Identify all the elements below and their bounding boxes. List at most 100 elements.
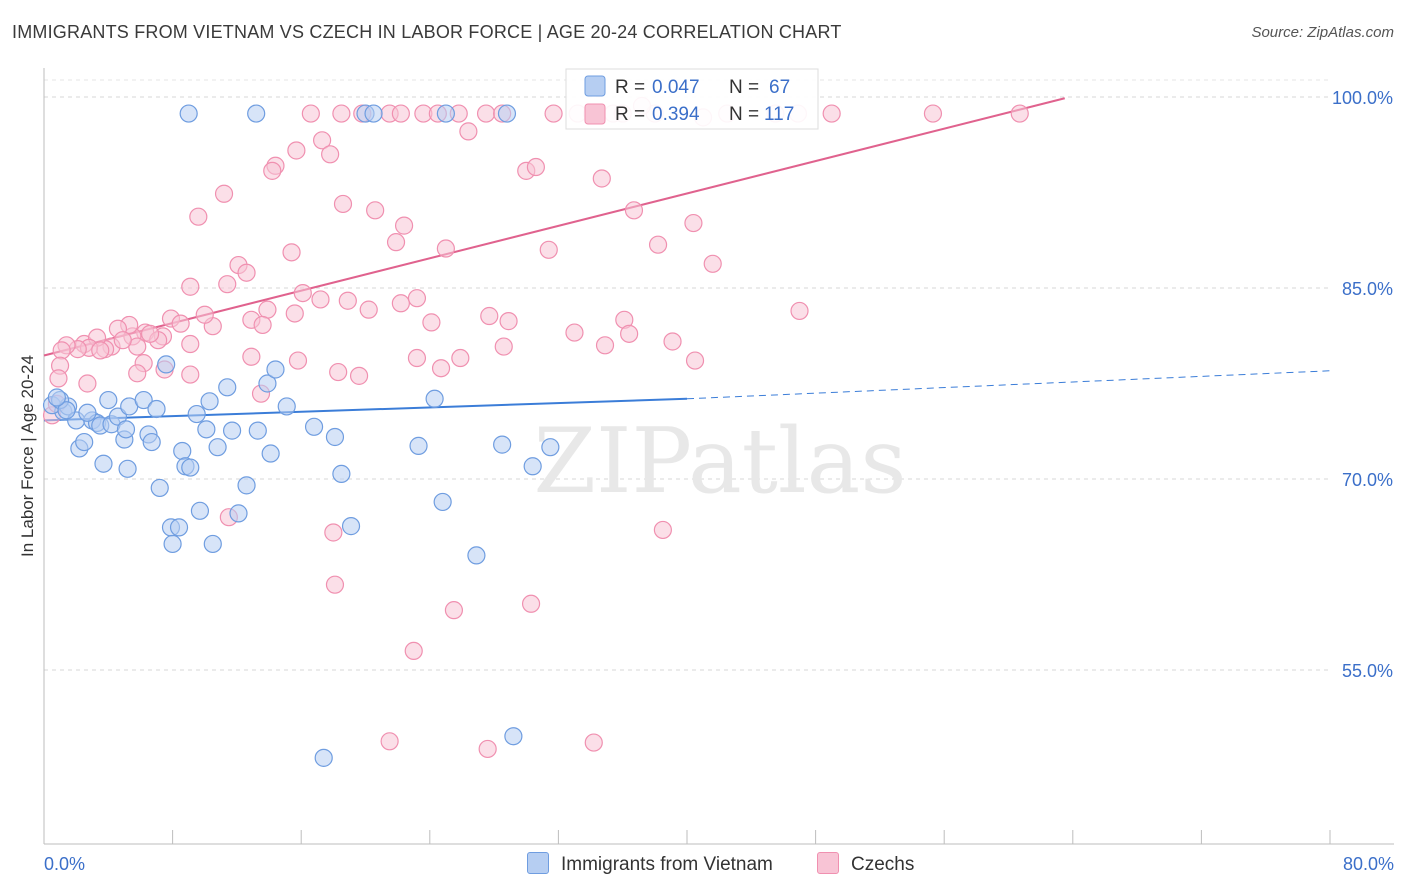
point-vietnam (78, 403, 97, 422)
point-czechs (52, 341, 71, 360)
point-czechs (539, 240, 558, 259)
legend-swatch-czechs (817, 852, 839, 874)
point-vietnam (47, 388, 66, 407)
grid-lines (44, 79, 1330, 671)
point-czechs (293, 283, 312, 303)
source-note: Source: ZipAtlas.com (1251, 24, 1394, 41)
point-vietnam (203, 534, 222, 554)
point-czechs (359, 300, 378, 319)
point-czechs (321, 145, 340, 164)
point-vietnam (134, 390, 153, 410)
point-czechs (338, 291, 357, 310)
point-vietnam (181, 458, 200, 477)
point-vietnam (200, 392, 219, 411)
y-axis-label: In Labor Force | Age 20-24 (18, 355, 37, 557)
point-czechs (349, 366, 369, 385)
point-vietnam (258, 374, 277, 393)
point-vietnam (314, 748, 333, 767)
trend-line-vietnam (43, 397, 688, 422)
stats-r-label: R = (615, 77, 645, 98)
legend-label-vietnam: Immigrants from Vietnam (561, 854, 773, 875)
point-czechs (301, 104, 320, 123)
point-czechs (422, 313, 441, 332)
point-czechs (407, 289, 427, 308)
point-vietnam (187, 404, 206, 424)
point-czechs (311, 290, 330, 309)
point-vietnam (99, 390, 118, 410)
point-vietnam (248, 421, 267, 440)
x-tick-label-min: 0.0% (44, 854, 85, 874)
point-czechs (684, 213, 703, 233)
axes (43, 68, 1394, 845)
point-vietnam (179, 104, 198, 123)
point-czechs (366, 201, 385, 220)
stats-swatch-czechs (584, 103, 606, 125)
point-vietnam (261, 444, 280, 463)
point-czechs (325, 575, 345, 594)
point-vietnam (75, 432, 94, 452)
point-vietnam (277, 397, 296, 416)
stats-r-value: 0.047 (652, 77, 700, 98)
point-czechs (521, 594, 541, 613)
point-vietnam (541, 438, 560, 457)
legend-item-czechs: Czechs (817, 852, 914, 876)
point-czechs (391, 104, 410, 123)
point-czechs (195, 305, 214, 324)
point-czechs (78, 374, 97, 393)
point-czechs (218, 275, 237, 294)
point-vietnam (197, 420, 216, 439)
point-vietnam (222, 421, 242, 440)
point-czechs (171, 314, 190, 333)
point-vietnam (169, 518, 189, 537)
point-vietnam (116, 420, 136, 439)
point-czechs (404, 641, 423, 661)
trend-line-czechs (43, 97, 1066, 357)
point-czechs (459, 122, 478, 141)
point-czechs (494, 337, 513, 356)
y-tick-label: 85.0% (1342, 279, 1393, 299)
point-czechs (620, 324, 639, 343)
point-czechs (288, 351, 308, 370)
point-czechs (592, 169, 611, 188)
legend-item-vietnam: Immigrants from Vietnam (527, 852, 773, 876)
zipatlas-watermark: ZIPatlas (533, 409, 906, 514)
stats-swatch-vietnam (584, 75, 606, 97)
point-czechs (332, 104, 351, 123)
point-czechs (91, 341, 110, 360)
y-tick-labels: 100.0% 85.0% 70.0% 55.0% (1332, 88, 1393, 681)
point-czechs (703, 254, 722, 273)
point-czechs (478, 739, 497, 759)
point-czechs (253, 315, 272, 335)
point-czechs (663, 332, 682, 351)
point-vietnam (523, 457, 542, 476)
trend-lines (43, 97, 1331, 422)
point-vietnam (142, 432, 161, 452)
x-tick-label-max: 80.0% (1343, 854, 1394, 874)
point-vietnam (341, 517, 361, 536)
point-czechs (181, 277, 200, 296)
point-czechs (595, 336, 615, 355)
point-czechs (584, 733, 603, 752)
point-vietnam (467, 546, 486, 565)
point-vietnam (163, 534, 182, 554)
point-czechs (790, 301, 809, 321)
point-vietnam (266, 360, 285, 379)
point-vietnam (157, 355, 176, 374)
point-vietnam (150, 478, 169, 498)
point-vietnam (237, 476, 256, 495)
point-czechs (394, 216, 414, 235)
point-czechs (285, 304, 304, 323)
point-czechs (258, 300, 277, 319)
point-czechs (436, 239, 455, 258)
point-vietnam (504, 727, 523, 746)
chart-title: IMMIGRANTS FROM VIETNAM VS CZECH IN LABO… (12, 22, 842, 42)
y-tick-label: 70.0% (1342, 470, 1393, 490)
stats-n-value: 67 (769, 77, 790, 98)
y-tick-label: 55.0% (1342, 661, 1393, 681)
point-czechs (653, 520, 672, 540)
point-czechs (526, 157, 545, 177)
point-vietnam (364, 104, 383, 123)
stats-r-value: 0.394 (652, 104, 700, 125)
point-czechs (380, 732, 399, 751)
legend-label-czechs: Czechs (851, 854, 915, 875)
